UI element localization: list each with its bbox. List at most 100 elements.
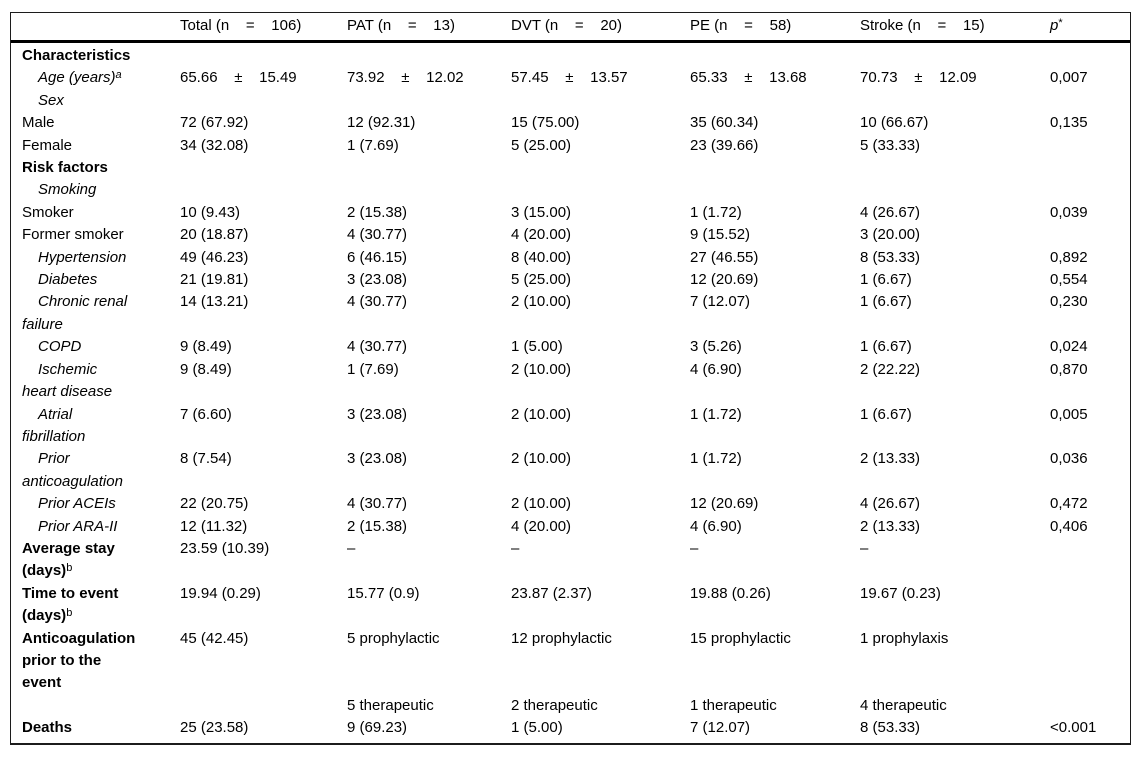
column-header-label: Total (n = 106) [180,17,302,34]
p-value-cell: 0,472 [1050,495,1088,513]
p-value-cell: 0,039 [1050,203,1088,221]
data-cell: 21 (19.81) [180,271,249,289]
data-cell: 8 (53.33) [860,248,921,266]
data-cell: 7 (6.60) [180,405,232,423]
data-cell: 12 (20.69) [690,495,759,513]
data-cell: 4 (20.00) [511,226,572,244]
results-table: Total (n = 106) PAT (n = 13) DVT (n = 20) P… [10,12,1131,745]
table-row: Hypertension 49 (46.23) 6 (46.15) 8 (40.00)… [11,247,1130,269]
row-label: Chronic renal failure [11,291,180,336]
p-value-cell: <0.001 [1050,719,1097,737]
data-cell: 15 (75.00) [511,114,580,132]
table-body: Characteristics Age (years)a 65.66 ± 15.49… [11,43,1130,740]
data-cell: 1 (1.72) [690,203,742,221]
table-row: Smoker 10 (9.43) 2 (15.38) 3 (15.00) 1 (1.72… [11,202,1130,224]
table-row: COPD 9 (8.49) 4 (30.77) 1 (5.00) 3 (5.26) 1 (… [11,336,1130,358]
row-label-text: Ischemic heart disease [22,360,113,401]
table-row: Age (years)a 65.66 ± 15.49 73.92 ± 12.02 57… [11,67,1130,89]
row-label: Prior ACEIs [11,493,180,515]
row-label: Diabetes [11,269,180,291]
row-label: Characteristics [11,45,180,67]
column-header: DVT (n = 20) [511,13,690,39]
row-label-text: Anticoagulation prior to the event [22,629,136,692]
data-cell: 4 (26.67) [860,495,921,513]
row-label-text: Smoker [22,203,74,221]
data-cell: 4 therapeutic [860,696,947,714]
p-value-cell: 0,554 [1050,271,1088,289]
row-label-text: Age (years) [38,69,116,87]
column-header-label: DVT (n = 20) [511,17,623,34]
row-label-text: Average stay (days) [22,539,115,580]
table-row: Diabetes 21 (19.81) 3 (23.08) 5 (25.00) 12 (… [11,269,1130,291]
data-cell: 9 (15.52) [690,226,751,244]
header-row: Total (n = 106) PAT (n = 13) DVT (n = 20) P… [11,13,1130,43]
data-cell: 2 (13.33) [860,517,921,535]
data-cell: 1 (7.69) [347,136,399,154]
data-cell: 4 (30.77) [347,293,408,311]
data-cell: 23.87 (2.37) [511,584,592,602]
data-cell: 1 therapeutic [690,696,777,714]
data-cell: 2 (15.38) [347,203,408,221]
data-cell: 9 (69.23) [347,719,408,737]
data-cell: 1 (5.00) [511,338,563,356]
row-label: Atrial fibrillation [11,404,180,449]
data-cell: 2 (13.33) [860,450,921,468]
row-label-text: Atrial fibrillation [22,405,86,445]
data-cell: 1 (6.67) [860,338,912,356]
row-label-text: COPD [38,338,82,356]
p-value-cell: 0,024 [1050,338,1088,356]
data-cell: 12 (11.32) [180,517,248,535]
data-cell: 73.92 ± 12.02 [347,69,464,87]
data-cell: 1 (1.72) [690,405,742,423]
data-cell: 23 (39.66) [690,136,759,154]
p-value-cell: 0,005 [1050,405,1088,423]
data-cell: 19.88 (0.26) [690,584,771,602]
table-row: Anticoagulation prior to the event 45 (42… [11,628,1130,695]
data-cell: 15 prophylactic [690,629,791,647]
table-row: Former smoker 20 (18.87) 4 (30.77) 4 (20.00… [11,224,1130,246]
row-label: COPD [11,336,180,358]
table-row: Time to event (days)b 19.94 (0.29) 15.77 (… [11,583,1130,628]
data-cell: 4 (30.77) [347,338,408,356]
data-cell: 35 (60.34) [690,114,759,132]
data-cell: 1 (1.72) [690,450,742,468]
data-cell: 2 (10.00) [511,293,572,311]
data-cell: 22 (20.75) [180,495,249,513]
data-cell: 8 (7.54) [180,450,232,468]
row-label: Sex [11,90,180,112]
data-cell: 3 (23.08) [347,271,408,289]
p-value-cell: 0,892 [1050,248,1088,266]
data-cell: 23.59 (10.39) [180,539,270,557]
row-label-text: Smoking [38,181,97,199]
data-cell: 9 (8.49) [180,360,232,378]
data-cell: 2 (10.00) [511,360,572,378]
data-cell: 5 (25.00) [511,136,572,154]
table-row: Deaths 25 (23.58) 9 (69.23) 1 (5.00) 7 (12.0… [11,717,1130,739]
data-cell: 12 prophylactic [511,629,612,647]
data-cell: 19.94 (0.29) [180,584,261,602]
data-cell: 65.33 ± 13.68 [690,69,807,87]
p-value-cell: 0,036 [1050,450,1088,468]
data-cell: 8 (53.33) [860,719,921,737]
column-header: PE (n = 58) [690,13,860,39]
data-cell: 15.77 (0.9) [347,584,420,602]
data-cell: 12 (92.31) [347,114,416,132]
data-cell: 45 (42.45) [180,629,249,647]
row-label: Age (years)a [11,67,180,89]
table-row: Ischemic heart disease 9 (8.49) 1 (7.69) 2 … [11,359,1130,404]
data-cell: 5 prophylactic [347,629,440,647]
data-cell: 10 (66.67) [860,114,929,132]
data-cell: 2 (15.38) [347,517,408,535]
row-label: Prior ARA-II [11,516,180,538]
table-row: Prior anticoagulation 8 (7.54) 3 (23.08) 2 … [11,448,1130,493]
data-cell: 4 (6.90) [690,517,742,535]
column-header-label: p [1050,17,1059,34]
data-cell: 5 (33.33) [860,136,921,154]
column-header: PAT (n = 13) [347,13,511,39]
data-cell: 2 (10.00) [511,450,572,468]
data-cell: 2 (10.00) [511,495,572,513]
data-cell: 14 (13.21) [180,293,249,311]
data-cell: 34 (32.08) [180,136,249,154]
table-row: Prior ACEIs 22 (20.75) 4 (30.77) 2 (10.00) 1… [11,493,1130,515]
data-cell: 3 (23.08) [347,450,408,468]
